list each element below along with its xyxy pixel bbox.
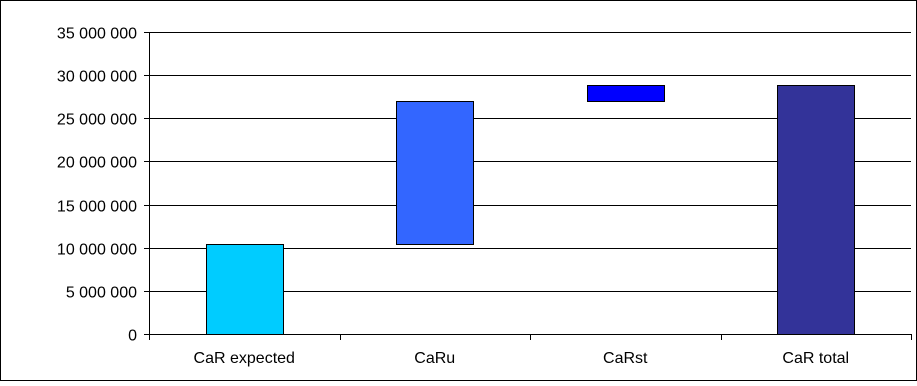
y-tick-label: 0: [128, 328, 137, 345]
bar-caru: [396, 101, 474, 245]
x-tick-label: CaR total: [782, 350, 849, 367]
axes: [144, 32, 912, 340]
y-tick-label: 35 000 000: [57, 26, 137, 43]
bar-car-expected: [206, 244, 284, 335]
bar-car-total: [777, 85, 855, 335]
x-tick-label: CaRu: [414, 350, 455, 367]
y-tick-labels: 0 5 000 000 10 000 000 15 000 000 20 000 000…: [57, 26, 137, 345]
x-tick-label: CaR expected: [194, 350, 295, 367]
x-tick-labels: CaR expected CaRu CaRst CaR total: [194, 350, 850, 367]
y-tick-label: 5 000 000: [66, 285, 137, 302]
y-tick-label: 15 000 000: [57, 199, 137, 216]
y-tick-label: 30 000 000: [57, 69, 137, 86]
x-tick-label: CaRst: [603, 350, 648, 367]
y-tick-label: 10 000 000: [57, 242, 137, 259]
bar-carst: [587, 85, 665, 102]
y-tick-label: 20 000 000: [57, 155, 137, 172]
bars: [206, 85, 855, 335]
y-tick-label: 25 000 000: [57, 112, 137, 129]
